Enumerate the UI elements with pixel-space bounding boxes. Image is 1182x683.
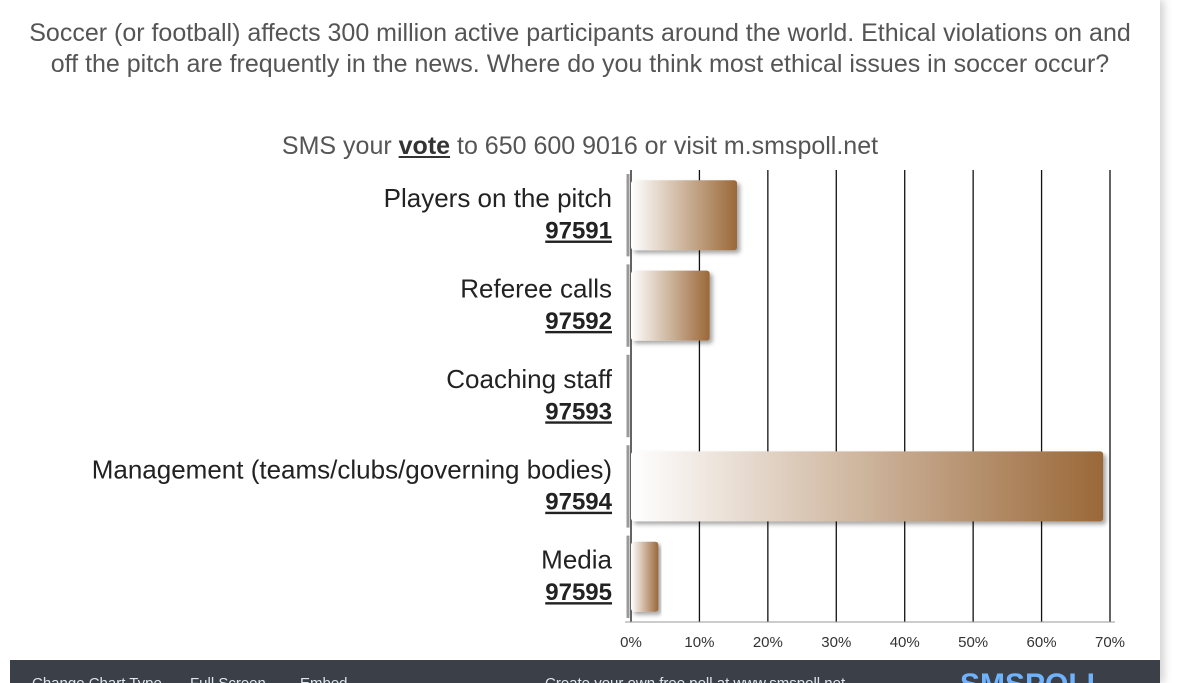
vote-code: 97592 bbox=[545, 308, 612, 335]
footer-link[interactable]: Change Chart Type bbox=[32, 675, 162, 683]
category-label: Management (teams/clubs/governing bodies… bbox=[92, 454, 612, 484]
footer-promo[interactable]: Create your own free poll at www.smspoll… bbox=[545, 675, 845, 683]
x-tick-label: 40% bbox=[890, 634, 920, 651]
vote-code: 97595 bbox=[545, 579, 612, 606]
subtitle-text: to 650 600 9016 or visit m.smspoll.net bbox=[457, 132, 879, 160]
bar bbox=[631, 270, 710, 341]
category-label: Media bbox=[541, 545, 612, 575]
vote-code: 97591 bbox=[545, 218, 612, 245]
question: Soccer (or football) affects 300 million… bbox=[29, 19, 1131, 78]
category-label: Coaching staff bbox=[446, 364, 613, 394]
category-label: Players on the pitch bbox=[384, 183, 612, 213]
category-label: Referee calls bbox=[460, 273, 612, 303]
x-tick-label: 70% bbox=[1095, 634, 1125, 651]
x-tick-label: 0% bbox=[620, 634, 642, 651]
footer-link[interactable]: Embed bbox=[300, 675, 348, 683]
bar bbox=[631, 180, 738, 251]
footer-logo: SMSPOLL bbox=[960, 668, 1105, 683]
x-tick-label: 50% bbox=[958, 634, 988, 651]
x-tick-label: 10% bbox=[684, 634, 714, 651]
x-tick-label: 30% bbox=[821, 634, 851, 651]
vote-code: 97593 bbox=[545, 398, 612, 425]
bar bbox=[631, 451, 1104, 522]
chart: 0% 10% 20% 30% 40% 50% 60% 70% Players on the pi… bbox=[92, 170, 1125, 651]
x-tick-label: 60% bbox=[1027, 634, 1057, 651]
subtitle: SMS your vote to 650 600 9016 or visit m… bbox=[0, 132, 1160, 161]
x-tick-label: 20% bbox=[753, 634, 783, 651]
vote-link[interactable]: vote bbox=[398, 132, 451, 160]
bar bbox=[631, 541, 659, 612]
footer-link[interactable]: Full Screen bbox=[190, 675, 266, 683]
footer: Change Chart Type Full Screen Embed Crea… bbox=[10, 660, 1160, 683]
subtitle-text: SMS your bbox=[281, 132, 392, 160]
vote-code: 97594 bbox=[545, 489, 612, 516]
